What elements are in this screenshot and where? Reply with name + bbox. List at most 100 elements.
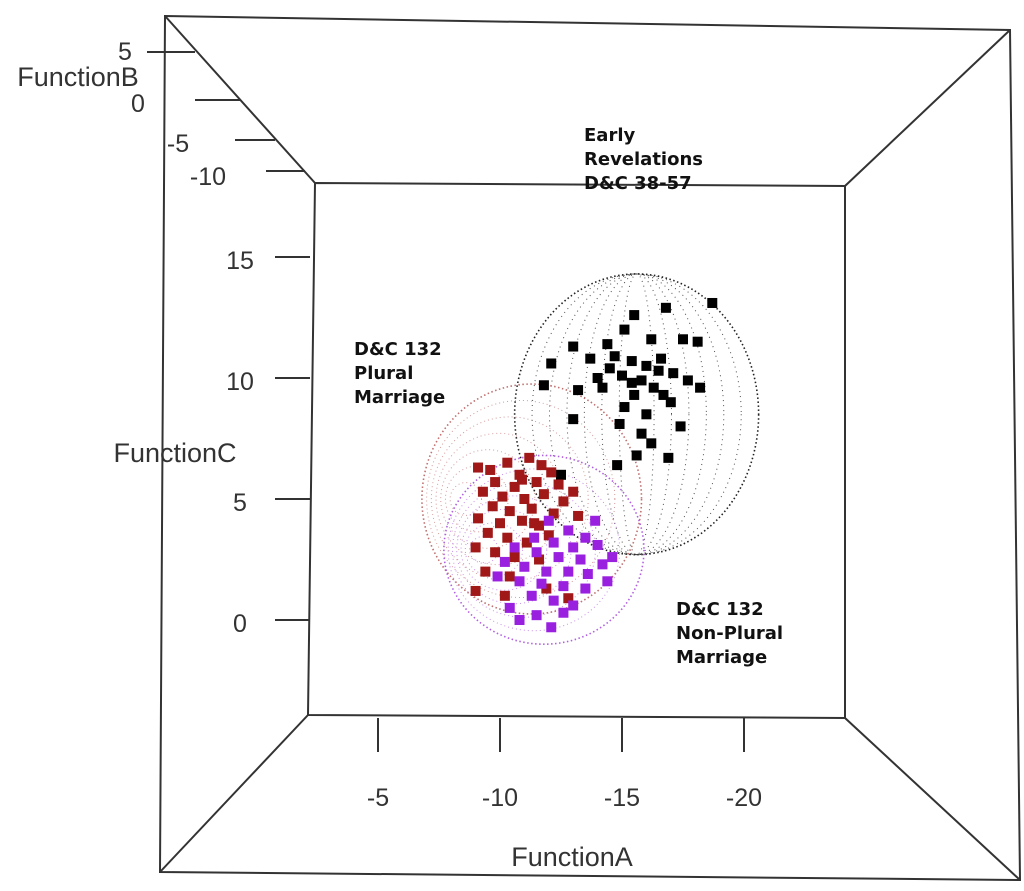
data-point [597, 382, 608, 393]
bounding-box [158, 14, 1022, 882]
data-point [619, 324, 630, 335]
data-point [529, 518, 540, 529]
data-point [592, 539, 603, 550]
data-point [568, 486, 579, 497]
data-point [536, 578, 547, 589]
data-point [499, 556, 510, 567]
data-point [602, 339, 613, 350]
data-point [521, 537, 532, 548]
x-tick-label: -20 [726, 784, 762, 812]
annotation-line: D&C 132 [676, 599, 764, 620]
ellipsoid-contour [440, 449, 536, 549]
data-point [573, 510, 584, 521]
data-point [470, 585, 481, 596]
data-point [668, 368, 679, 379]
data-point [648, 382, 659, 393]
data-point [509, 542, 520, 553]
data-point [609, 351, 620, 362]
data-point [529, 532, 540, 543]
data-point [516, 515, 527, 526]
data-point [541, 566, 552, 577]
data-point [656, 353, 667, 364]
data-point [514, 576, 525, 587]
data-point [546, 467, 557, 478]
data-point [675, 421, 686, 432]
data-point [473, 513, 484, 524]
data-point [636, 375, 647, 386]
data-point [629, 389, 640, 400]
data-point [558, 607, 569, 618]
data-point [617, 370, 627, 381]
x-axis-label: FunctionA [511, 842, 633, 872]
data-point [592, 373, 603, 383]
annotation-early-revelations: Early Revelations D&C 38-57 [584, 124, 703, 196]
data-point [492, 571, 503, 582]
ellipsoid-0 [513, 273, 760, 556]
ellipsoid-contour [426, 399, 616, 599]
ellipsoid-contour [444, 465, 509, 533]
y-tick-label: 10 [226, 368, 254, 396]
frame-edge-tr [844, 29, 1011, 187]
data-point [580, 583, 591, 594]
data-point [692, 336, 703, 347]
data-point [526, 503, 537, 514]
data-point [707, 297, 718, 308]
data-point [641, 360, 652, 371]
data-point [548, 595, 559, 606]
data-point [626, 356, 637, 367]
ellipsoid-contour [430, 416, 589, 582]
ellipsoid-meridian [618, 273, 655, 556]
data-point [626, 377, 637, 388]
data-point [482, 527, 493, 538]
data-point [568, 341, 579, 352]
data-point [660, 302, 671, 313]
y-axis-label: FunctionC [113, 438, 236, 468]
data-point [568, 600, 579, 611]
data-point [553, 552, 564, 563]
data-point [534, 554, 545, 565]
data-point [546, 358, 557, 369]
data-point [607, 552, 618, 563]
data-point [487, 501, 498, 512]
data-point [580, 532, 591, 543]
data-point [658, 389, 669, 400]
data-point [597, 559, 608, 570]
data-point [519, 494, 530, 504]
y-tick-label: 15 [226, 247, 254, 275]
annotation-line: Revelations [584, 149, 703, 170]
data-point [602, 576, 613, 587]
data-point [516, 474, 527, 485]
data-point [575, 554, 586, 565]
data-point [477, 486, 488, 497]
data-point [546, 622, 557, 633]
data-point [665, 397, 676, 408]
data-point [531, 610, 542, 621]
data-point [526, 590, 537, 601]
data-point [653, 365, 664, 376]
data-point [490, 547, 501, 558]
frame-edge-br [844, 717, 1021, 881]
data-point [563, 593, 574, 604]
ellipsoid-outline [513, 273, 760, 556]
data-point [548, 508, 559, 519]
x-tick-label: -10 [482, 784, 518, 812]
data-point [531, 547, 542, 558]
data-point [641, 409, 652, 420]
annotation-non-plural-marriage: D&C 132 Non-Plural Marriage [676, 598, 783, 670]
annotation-line: Marriage [354, 387, 446, 408]
data-point [499, 590, 510, 601]
data-point [536, 460, 547, 471]
x-tick-label: -5 [367, 784, 389, 812]
data-point [678, 334, 688, 345]
data-point [619, 402, 630, 413]
data-point [531, 477, 542, 488]
data-point [480, 566, 491, 577]
ellipsoid-meridian [531, 273, 742, 556]
data-point [646, 334, 657, 345]
annotation-plural-marriage: D&C 132 Plural Marriage [354, 338, 445, 410]
data-point [629, 310, 640, 321]
data-point [612, 460, 623, 471]
frame-edge-bl [159, 714, 309, 873]
data-point [485, 464, 496, 475]
